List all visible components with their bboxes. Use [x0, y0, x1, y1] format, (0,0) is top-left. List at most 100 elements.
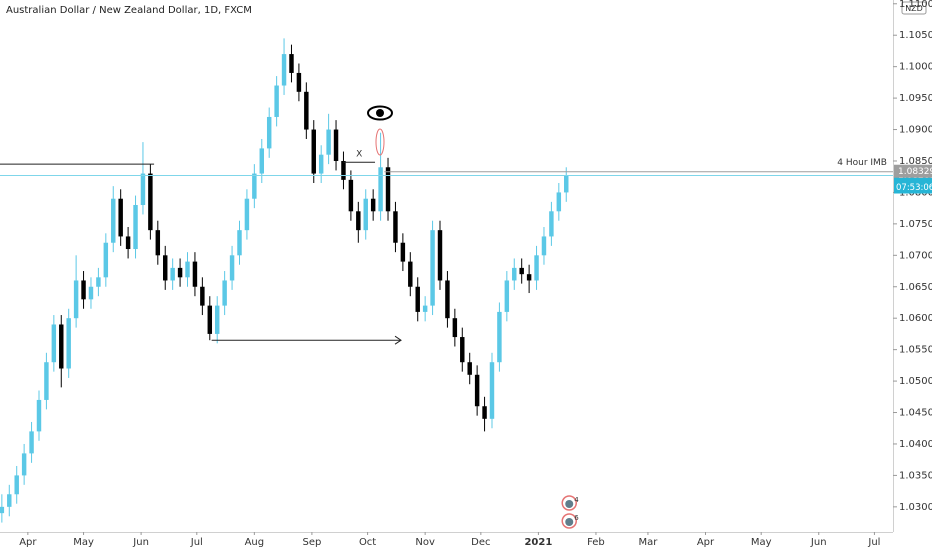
candle-body — [504, 280, 510, 312]
candle-body — [422, 305, 428, 312]
y-tick-label: 1.09500 — [899, 93, 932, 104]
candle-body — [73, 280, 79, 319]
candle-body — [489, 362, 495, 419]
candle-body — [378, 167, 383, 212]
drawing-price-label: 1.08329 — [898, 167, 932, 177]
candle-body — [59, 324, 64, 369]
candle-body — [103, 242, 109, 278]
candle-body — [341, 160, 346, 180]
candle-body — [21, 453, 27, 476]
candle-body — [51, 324, 57, 363]
candle-body — [252, 173, 257, 199]
y-tick-label: 1.04500 — [899, 408, 932, 419]
x-tick-label: Oct — [359, 537, 376, 548]
candle-body — [237, 230, 242, 256]
candle-body — [534, 255, 539, 281]
candle-body — [430, 230, 435, 306]
candle-body — [36, 399, 42, 432]
candle-body — [259, 148, 265, 174]
candle-body — [370, 198, 376, 212]
y-tick-label: 1.05000 — [899, 376, 932, 387]
candle-body — [44, 362, 49, 400]
candle-body — [445, 280, 450, 319]
candle-body — [311, 129, 316, 174]
candle-body — [549, 211, 554, 237]
candle-body — [497, 311, 502, 363]
chart-title: Australian Dollar / New Zealand Dollar, … — [6, 5, 252, 16]
countdown: 07:53:06 — [896, 183, 932, 193]
candle-body — [467, 362, 472, 375]
candle-body — [88, 286, 94, 300]
candle-body — [519, 267, 524, 275]
y-tick-label: 1.03500 — [899, 470, 932, 481]
y-tick-label: 1.09000 — [899, 125, 932, 136]
x-tick-label: Jul — [190, 537, 203, 548]
candle-body — [222, 280, 227, 306]
y-tick-label: 1.07000 — [899, 250, 932, 261]
candle-body — [326, 129, 331, 155]
candle-body — [207, 305, 213, 334]
eye-icon — [367, 105, 393, 121]
highlight-ellipse — [375, 128, 385, 156]
candle-body — [155, 230, 161, 256]
candle-body — [460, 337, 465, 363]
candle-body — [229, 255, 235, 281]
candle-body — [400, 242, 406, 262]
x-tick-label: Sep — [302, 537, 321, 548]
candle-body — [111, 198, 116, 243]
candle-body — [408, 261, 413, 287]
candle-body — [66, 318, 71, 369]
x-tick-label: Feb — [587, 537, 605, 548]
candle-body — [170, 267, 175, 281]
y-tick-label: 1.03000 — [899, 502, 932, 513]
event-count: 4 — [574, 496, 579, 504]
x-tick-label: Jun — [132, 537, 149, 548]
candle-body — [244, 198, 250, 231]
x-tick-label: May — [751, 537, 772, 548]
candle-body — [333, 129, 339, 161]
candle-body — [7, 494, 12, 507]
candle-body — [192, 261, 198, 287]
candle-body — [125, 236, 131, 250]
candle-body — [482, 406, 487, 419]
candle-body — [296, 72, 302, 92]
y-tick-label: 1.06500 — [899, 282, 932, 293]
currency-box[interactable] — [901, 1, 927, 15]
candle-body — [185, 261, 190, 278]
candle-body — [564, 175, 569, 193]
candle-body — [0, 506, 5, 514]
candle-body — [140, 173, 146, 206]
x-tick-label: Apr — [19, 537, 37, 548]
x-tick-label: Nov — [415, 537, 435, 548]
x-tick-label: 2021 — [524, 537, 552, 548]
event-icon-inner — [565, 500, 574, 508]
drawing-label: X — [356, 150, 362, 160]
candle-body — [148, 173, 153, 231]
candle-body — [200, 286, 205, 306]
candle-body — [304, 91, 309, 130]
candle-body — [318, 154, 324, 174]
y-tick-label: 1.11000 — [899, 0, 932, 10]
y-tick-label: 1.08500 — [899, 156, 932, 167]
x-tick-label: Aug — [245, 537, 265, 548]
candle-body — [133, 205, 138, 250]
x-tick-label: Jul — [867, 537, 880, 548]
candle-body — [281, 54, 287, 86]
candle-body — [356, 211, 361, 231]
candle-body — [541, 236, 547, 256]
candle-body — [348, 179, 354, 212]
candle-body — [29, 431, 34, 454]
currency[interactable]: NZD — [905, 4, 923, 13]
y-tick-label: 1.10000 — [899, 62, 932, 73]
candle-body — [81, 280, 86, 300]
candle-body — [437, 230, 443, 281]
candle-body — [512, 267, 517, 281]
y-tick-label: 1.05500 — [899, 345, 932, 356]
y-tick-label: 1.10500 — [899, 30, 932, 41]
arrow-head — [394, 335, 402, 345]
candle-body — [214, 305, 220, 334]
plot — [0, 38, 569, 523]
candle-body — [452, 318, 458, 338]
